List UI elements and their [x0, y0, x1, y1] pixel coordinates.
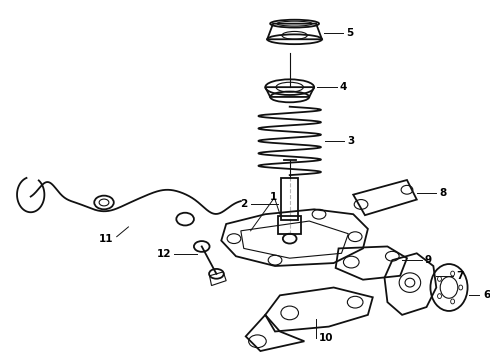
- Text: 1: 1: [270, 192, 277, 202]
- Text: 5: 5: [346, 28, 354, 39]
- Text: 6: 6: [483, 290, 490, 300]
- Text: 10: 10: [319, 333, 334, 343]
- Text: 2: 2: [241, 199, 247, 210]
- Text: 8: 8: [439, 188, 446, 198]
- Text: 11: 11: [99, 234, 114, 244]
- Text: 4: 4: [340, 82, 347, 92]
- Text: 7: 7: [456, 271, 463, 281]
- Text: 3: 3: [347, 136, 355, 146]
- Text: 12: 12: [157, 249, 172, 259]
- Text: 9: 9: [424, 255, 432, 265]
